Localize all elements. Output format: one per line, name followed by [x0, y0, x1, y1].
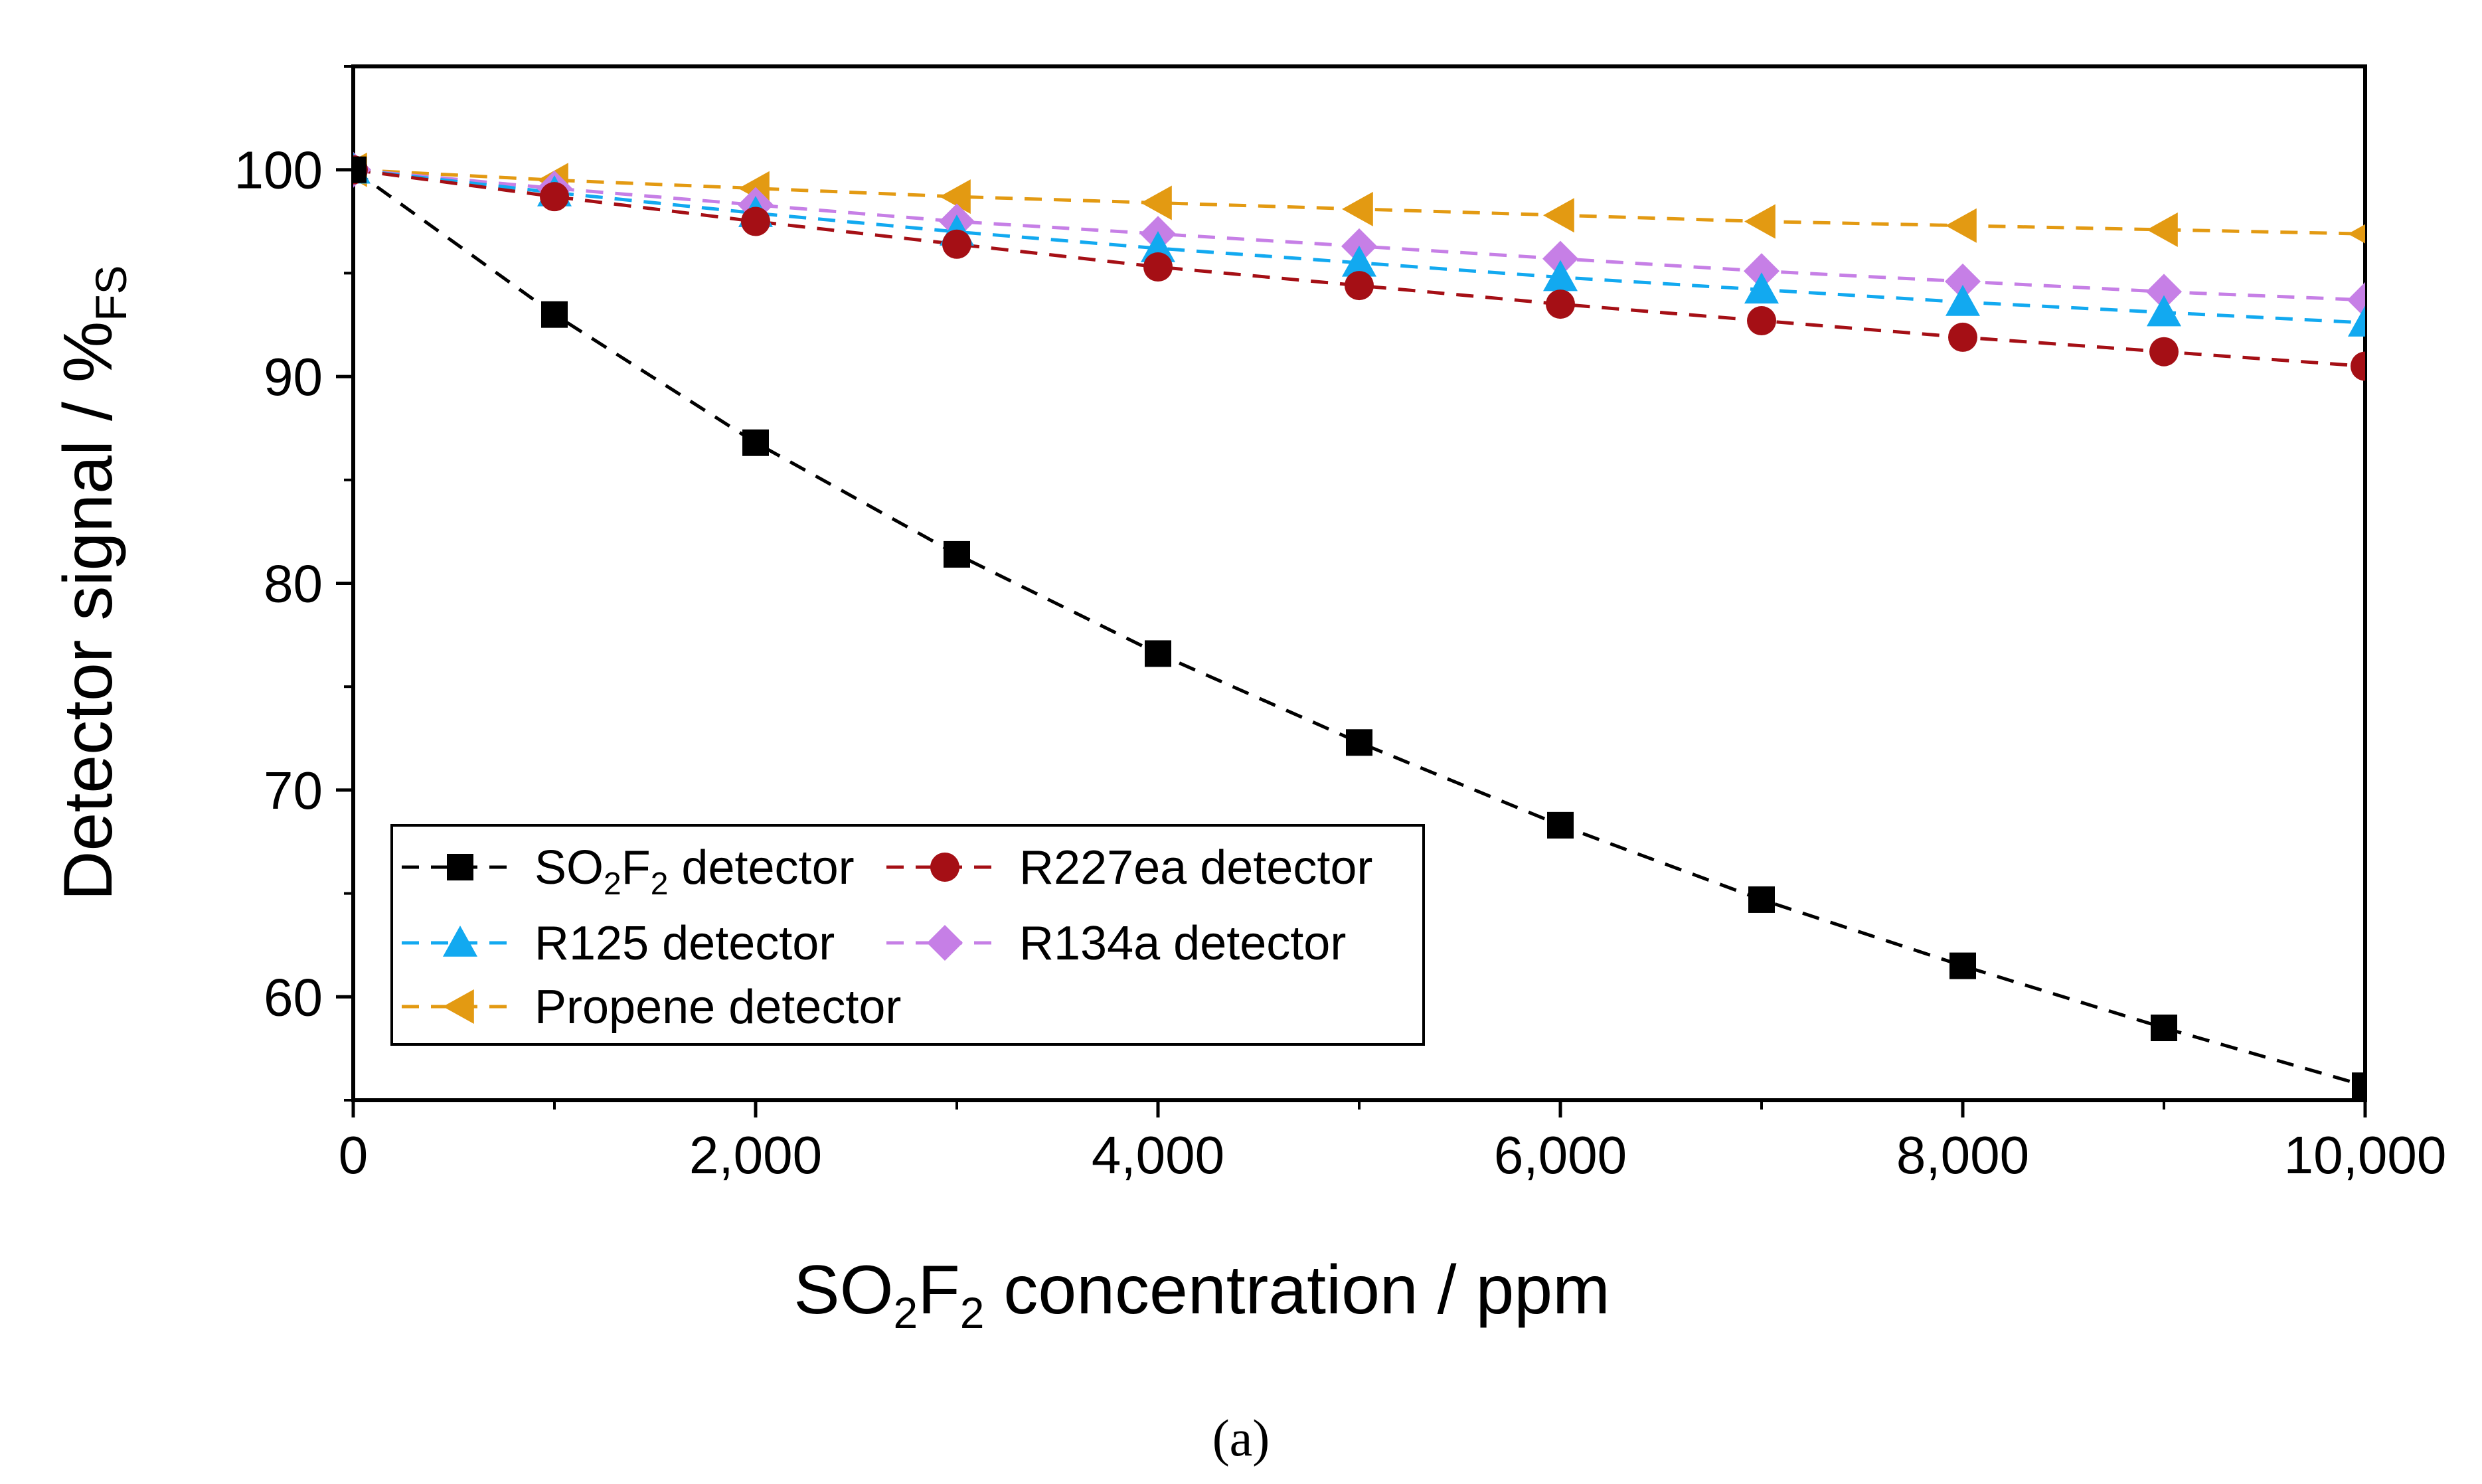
- series-line-so2f2-detector: [353, 168, 2365, 1088]
- x-tick-label: 10,000: [2284, 1125, 2447, 1185]
- legend: SO2F2 detector R227ea detector R125 detect…: [390, 824, 1425, 1046]
- data-point-r125-detector: [1342, 245, 1376, 277]
- legend-label: R134a detector: [1019, 917, 1346, 970]
- data-point-r227ea-detector: [741, 206, 770, 236]
- data-point-propene-detector: [1744, 204, 1776, 239]
- data-point-propene-detector: [1141, 185, 1172, 220]
- data-point-so2f2-detector: [353, 156, 367, 183]
- data-point-so2f2-detector: [1145, 640, 1171, 667]
- series-line-r227ea-detector: [353, 168, 2365, 369]
- data-point-r125-detector: [2147, 295, 2181, 327]
- data-point-so2f2-detector: [2352, 1072, 2365, 1100]
- y-axis-title: Detector signal / %FS: [50, 265, 135, 900]
- legend-item-so2f2-detector: SO2F2 detector: [402, 841, 855, 902]
- y-axis-ticks: 60 70 80 90 100: [234, 65, 353, 1102]
- x-tick-label: 2,000: [689, 1125, 822, 1185]
- data-point-r125-detector: [2348, 305, 2365, 337]
- data-point-propene-detector: [1342, 191, 1373, 226]
- legend-marker: [447, 854, 473, 880]
- data-point-r227ea-detector: [1747, 306, 1776, 336]
- data-point-r227ea-detector: [1345, 271, 1374, 301]
- data-point-r125-detector: [1945, 284, 1980, 316]
- data-point-r227ea-detector: [942, 229, 971, 259]
- legend-label: SO2F2 detector: [535, 841, 855, 902]
- legend-item-propene-detector: Propene detector: [402, 981, 901, 1034]
- data-point-r227ea-detector: [540, 182, 569, 212]
- x-tick-label: 6,000: [1494, 1125, 1627, 1185]
- x-tick-label: 8,000: [1896, 1125, 2029, 1185]
- series-layer: [353, 151, 2365, 1100]
- figure-caption: (a): [1212, 1409, 1270, 1467]
- data-point-r227ea-detector: [1143, 252, 1173, 282]
- series-markers: [353, 151, 2365, 1100]
- data-point-r125-detector: [1744, 272, 1779, 304]
- data-point-so2f2-detector: [1547, 811, 1574, 839]
- data-point-r227ea-detector: [1546, 289, 1575, 319]
- y-tick-label: 80: [264, 554, 323, 614]
- data-point-so2f2-detector: [1748, 886, 1775, 913]
- data-point-r227ea-detector: [2351, 351, 2365, 381]
- legend-item-r134a-detector: R134a detector: [886, 917, 1346, 970]
- x-axis-title: SO2F2 concentration / ppm: [793, 1252, 1610, 1337]
- legend-label: R125 detector: [535, 917, 835, 970]
- x-tick-label: 4,000: [1092, 1125, 1224, 1185]
- data-point-propene-detector: [2147, 212, 2178, 248]
- data-point-r227ea-detector: [2149, 337, 2179, 367]
- legend-label: Propene detector: [535, 981, 901, 1034]
- y-axis-title-sub: FS: [86, 265, 135, 321]
- data-point-propene-detector: [940, 179, 971, 214]
- y-axis-title-main: Detector signal / %: [50, 321, 127, 901]
- y-tick-label: 100: [234, 141, 323, 200]
- data-point-so2f2-detector: [944, 540, 970, 568]
- data-point-r134a-detector: [1542, 240, 1578, 277]
- data-point-propene-detector: [1543, 198, 1574, 233]
- data-point-r134a-detector: [1945, 263, 1981, 299]
- data-point-so2f2-detector: [2151, 1015, 2177, 1042]
- data-point-so2f2-detector: [541, 301, 568, 328]
- data-point-so2f2-detector: [1346, 729, 1372, 756]
- data-point-so2f2-detector: [742, 429, 769, 456]
- data-point-r227ea-detector: [1948, 322, 1977, 352]
- data-point-propene-detector: [2348, 224, 2365, 244]
- legend-marker: [443, 989, 474, 1024]
- legend-item-r125-detector: R125 detector: [402, 917, 835, 970]
- data-point-so2f2-detector: [1949, 952, 1976, 979]
- data-point-r125-detector: [1543, 260, 1578, 291]
- legend-box: [390, 824, 1425, 1046]
- data-point-propene-detector: [1945, 208, 1977, 243]
- y-tick-label: 60: [264, 967, 323, 1027]
- legend-marker: [927, 925, 963, 961]
- data-point-r134a-detector: [1744, 253, 1779, 289]
- y-tick-label: 90: [264, 347, 323, 406]
- legend-marker: [930, 853, 959, 882]
- y-tick-label: 70: [264, 761, 323, 820]
- data-point-r125-detector: [1141, 231, 1175, 262]
- data-point-r134a-detector: [2347, 282, 2365, 318]
- x-tick-label: 0: [339, 1125, 369, 1185]
- legend-marker: [443, 926, 477, 957]
- legend-item-r227ea-detector: R227ea detector: [886, 841, 1372, 894]
- data-point-r134a-detector: [2146, 274, 2182, 310]
- legend-label: R227ea detector: [1019, 841, 1372, 894]
- x-axis-ticks: 0 2,000 4,000 6,000 8,000 10,000: [339, 1100, 2447, 1185]
